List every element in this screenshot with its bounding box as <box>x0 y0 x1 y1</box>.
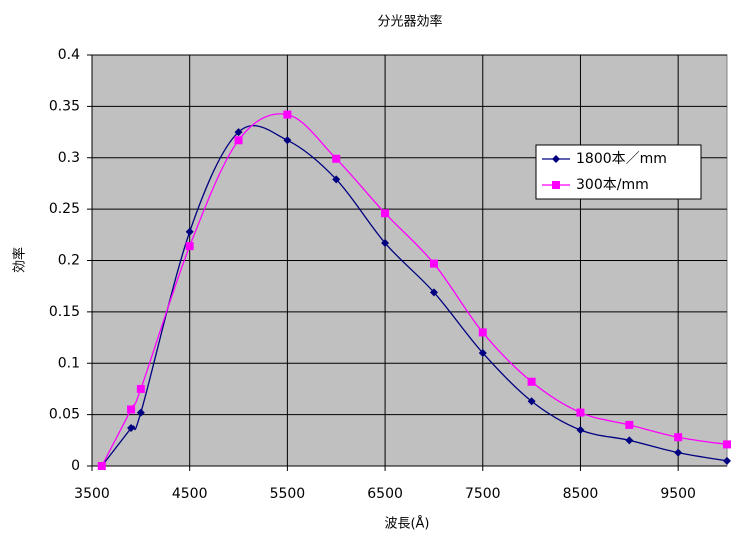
x-tick-label: 9500 <box>660 486 696 502</box>
legend-marker <box>552 155 560 163</box>
x-tick-label: 6500 <box>367 486 403 502</box>
chart-title: 分光器効率 <box>377 14 442 30</box>
x-tick-label: 8500 <box>563 486 599 502</box>
point <box>478 348 487 357</box>
point <box>381 209 390 218</box>
x-axis-label: 波長(Å) <box>384 516 429 532</box>
point <box>234 136 243 145</box>
y-axis-label: 効率 <box>12 247 28 273</box>
point <box>674 448 683 457</box>
point <box>723 456 731 465</box>
point <box>527 377 536 386</box>
point <box>127 423 136 432</box>
y-tick-label: 0.1 <box>58 355 80 371</box>
point <box>478 328 487 337</box>
legend-marker <box>552 181 560 189</box>
y-tick-label: 0.15 <box>49 304 80 320</box>
point <box>576 408 585 417</box>
x-tick-label: 4500 <box>172 486 208 502</box>
series-line <box>101 125 728 467</box>
y-tick-label: 0.25 <box>49 201 80 217</box>
x-tick-label: 5500 <box>270 486 306 502</box>
point <box>527 397 536 406</box>
legend-label: 1800本／mm <box>576 151 667 167</box>
point <box>283 136 292 145</box>
x-tick-label: 7500 <box>465 486 501 502</box>
point <box>625 420 634 429</box>
point <box>625 436 634 445</box>
point <box>429 288 438 297</box>
legend-label: 300本/mm <box>576 177 649 193</box>
point <box>185 242 194 251</box>
point <box>576 426 585 435</box>
point <box>429 259 438 268</box>
y-tick-label: 0.35 <box>49 98 80 114</box>
point <box>674 433 683 442</box>
point <box>283 110 292 119</box>
y-tick-label: 0.2 <box>58 253 80 269</box>
point <box>185 227 194 236</box>
point <box>723 440 731 449</box>
series-line <box>101 113 728 467</box>
legend-box <box>535 144 702 200</box>
y-tick-label: 0.3 <box>58 150 80 166</box>
point <box>332 154 341 163</box>
y-tick-label: 0.05 <box>49 407 80 423</box>
point <box>136 384 145 393</box>
x-tick-label: 3500 <box>74 486 110 502</box>
y-tick-label: 0.4 <box>58 47 80 63</box>
point <box>136 408 145 417</box>
point <box>381 239 390 248</box>
point <box>234 128 243 137</box>
point <box>97 462 106 470</box>
point <box>332 175 341 184</box>
point <box>127 405 136 414</box>
legend: 1800本／mm 300本/mm <box>535 144 702 200</box>
y-tick-label: 0 <box>71 458 80 474</box>
